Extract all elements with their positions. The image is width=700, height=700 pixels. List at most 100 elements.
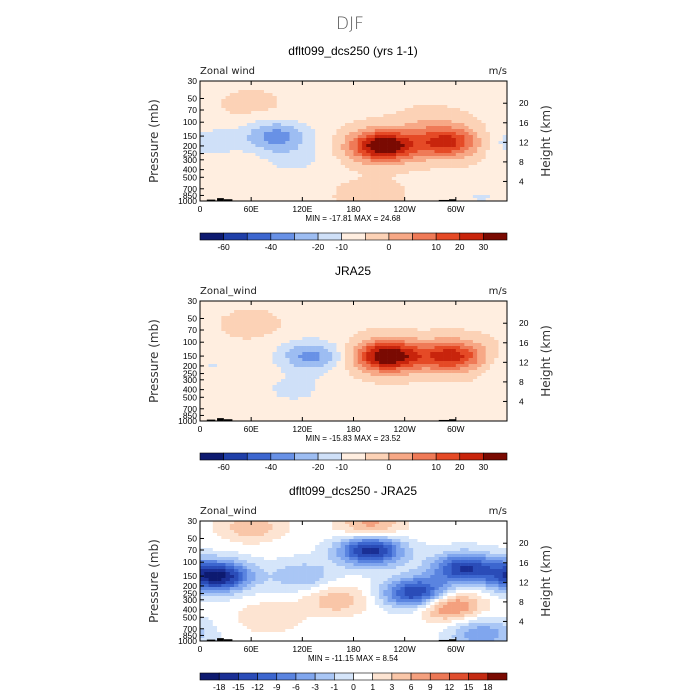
field-cell [502, 168, 508, 172]
field-cell [234, 352, 239, 356]
field-cell [481, 331, 486, 335]
field-cell [408, 117, 414, 121]
field-cell [485, 153, 491, 157]
field-cell [434, 168, 440, 172]
min-max-text: MIN = -17.81 MAX = 24.68 [305, 214, 401, 223]
field-cell [498, 325, 504, 329]
field-cell [225, 195, 231, 199]
field-cell [336, 114, 341, 118]
field-cell [259, 373, 265, 377]
field-cell [357, 355, 363, 359]
field-cell [238, 114, 243, 118]
field-cell [489, 177, 495, 181]
field-cell [472, 171, 478, 175]
field-cell [234, 93, 239, 97]
field-cell [315, 349, 320, 353]
field-cell [246, 129, 252, 133]
field-cell [502, 171, 508, 175]
field-cell [489, 325, 495, 329]
field-cell [272, 129, 278, 133]
field-cell [340, 180, 346, 184]
field-cell [438, 310, 444, 314]
field-cell [272, 99, 278, 103]
field-cell [336, 81, 341, 85]
field-cell [340, 379, 346, 383]
field-cell [340, 171, 346, 175]
field-cell [234, 379, 239, 383]
field-cell [408, 192, 414, 196]
field-cell [272, 120, 278, 124]
field-cell [221, 144, 226, 148]
field-cell [494, 361, 499, 365]
field-cell [404, 96, 410, 100]
field-cell [502, 337, 508, 341]
field-cell [238, 141, 243, 145]
field-cell [272, 301, 278, 305]
field-cell [204, 105, 209, 109]
field-cell [481, 123, 486, 127]
field-cell [353, 307, 359, 311]
field-cell [366, 123, 371, 127]
field-cell [229, 99, 235, 103]
colorbar-swatch [412, 232, 437, 241]
field-cell [425, 301, 431, 305]
field-cell [251, 147, 256, 151]
field-cell [263, 87, 269, 91]
field-cell [242, 325, 248, 329]
field-cell [268, 111, 273, 115]
field-cell [425, 313, 431, 317]
field-cell [472, 90, 478, 94]
field-cell [417, 376, 423, 380]
field-cell [310, 135, 316, 139]
field-cell [281, 331, 286, 335]
field-cell [366, 159, 371, 163]
field-cell [400, 370, 405, 374]
field-cell [242, 346, 248, 350]
field-cell [400, 373, 405, 377]
field-cell [434, 180, 440, 184]
field-cell [494, 165, 499, 169]
field-cell [404, 147, 410, 151]
field-cell [251, 162, 256, 166]
field-cell [464, 319, 469, 323]
field-cell [396, 144, 401, 148]
field-cell [242, 129, 248, 133]
field-cell [229, 367, 235, 371]
field-cell [421, 174, 427, 178]
field-cell [387, 105, 393, 109]
contour-field [200, 81, 508, 202]
field-cell [477, 322, 482, 326]
field-cell [379, 147, 384, 151]
field-cell [353, 171, 359, 175]
field-cell [302, 346, 307, 350]
field-cell [217, 174, 222, 178]
field-cell [268, 361, 273, 365]
field-cell [272, 346, 278, 350]
field-cell [238, 150, 243, 154]
field-cell [366, 367, 371, 371]
field-cell [481, 192, 486, 196]
field-cell [319, 81, 324, 85]
field-cell [374, 153, 380, 157]
field-cell [485, 328, 491, 332]
field-cell [315, 180, 320, 184]
field-cell [302, 349, 307, 353]
field-cell [408, 349, 414, 353]
field-cell [404, 159, 410, 163]
field-cell [366, 147, 371, 151]
field-cell [370, 376, 376, 380]
field-cell [434, 346, 440, 350]
field-cell [417, 370, 423, 374]
field-cell [302, 189, 307, 193]
field-cell [489, 192, 495, 196]
field-cell [263, 352, 269, 356]
field-cell [391, 358, 397, 362]
field-cell [293, 93, 299, 97]
field-cell [310, 352, 316, 356]
field-cell [268, 319, 273, 323]
field-cell [327, 81, 333, 85]
field-cell [246, 316, 252, 320]
field-cell [387, 186, 393, 190]
field-cell [447, 159, 452, 163]
field-cell [434, 304, 440, 308]
